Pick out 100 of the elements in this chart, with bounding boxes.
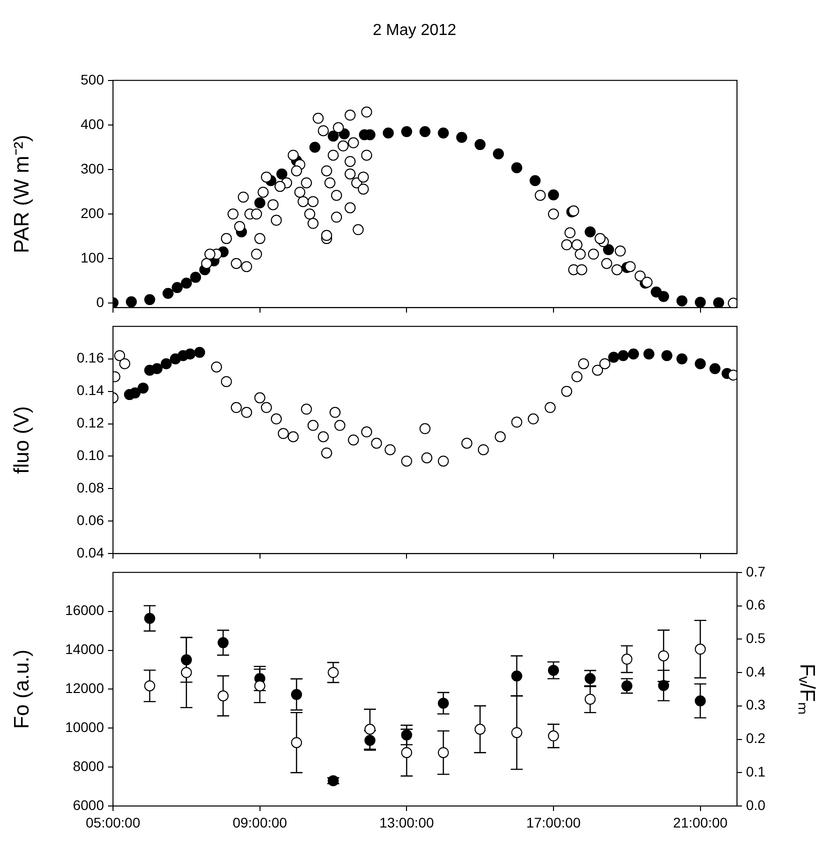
point xyxy=(528,413,539,424)
y2-tick-label: 0.1 xyxy=(746,763,766,780)
point xyxy=(152,363,163,374)
y-tick-label: 0.12 xyxy=(76,414,104,431)
point xyxy=(318,431,329,442)
point xyxy=(401,456,412,467)
point xyxy=(421,452,432,464)
y-tick-label: 8000 xyxy=(72,758,104,774)
point xyxy=(661,350,672,362)
point xyxy=(278,428,289,440)
point xyxy=(119,358,130,370)
point xyxy=(308,420,319,431)
y-axis-title: fluo (V) xyxy=(10,406,34,474)
y2-tick-label: 0.4 xyxy=(746,663,766,680)
point xyxy=(694,358,706,370)
point xyxy=(420,423,430,434)
point xyxy=(420,126,430,138)
point xyxy=(401,126,412,138)
point xyxy=(544,402,556,414)
point xyxy=(130,387,141,398)
y-tick-label: 0.10 xyxy=(76,447,104,464)
y-axis-title: PAR (W m⁻²) xyxy=(10,134,34,254)
point xyxy=(561,386,572,397)
point xyxy=(254,197,266,208)
point xyxy=(713,297,724,308)
point xyxy=(438,456,449,467)
point xyxy=(530,175,541,186)
y-tick-label: 6000 xyxy=(72,796,104,813)
point xyxy=(401,747,412,758)
point xyxy=(494,431,506,442)
point xyxy=(348,434,359,446)
point xyxy=(548,189,559,200)
point xyxy=(254,392,266,404)
point xyxy=(241,406,252,418)
x-tick-label: 21:00:00 xyxy=(673,814,728,830)
y-tick-label: 200 xyxy=(80,204,104,221)
point xyxy=(270,413,282,424)
y2-tick-label: 0.3 xyxy=(746,696,766,713)
y2-tick-label: 0.0 xyxy=(746,796,766,813)
chart-title: 2 May 2012 xyxy=(372,22,458,40)
y-tick-label: 12000 xyxy=(65,680,104,696)
point xyxy=(658,290,670,302)
y-tick-label: 500 xyxy=(80,71,104,88)
point xyxy=(288,431,299,442)
point xyxy=(478,444,489,456)
point xyxy=(584,694,596,705)
point xyxy=(162,288,174,299)
point xyxy=(371,438,382,449)
point xyxy=(364,724,376,735)
point xyxy=(709,363,720,374)
point xyxy=(456,132,468,143)
y-tick-label: 100 xyxy=(80,249,104,266)
x-tick-label: 05:00:00 xyxy=(86,814,140,830)
point xyxy=(676,353,688,364)
x-tick-label: 09:00:00 xyxy=(232,814,288,830)
point xyxy=(328,667,339,678)
y2-tick-label: 0.2 xyxy=(746,730,766,746)
point xyxy=(180,278,192,289)
point xyxy=(474,724,486,735)
y-tick-label: 14000 xyxy=(65,641,104,658)
point xyxy=(211,361,222,372)
point xyxy=(592,364,604,376)
point xyxy=(618,350,629,362)
point xyxy=(511,670,522,682)
y-tick-label: 16000 xyxy=(65,602,104,618)
point xyxy=(330,406,341,418)
point xyxy=(328,130,339,142)
point xyxy=(218,690,229,702)
point xyxy=(361,426,372,438)
point xyxy=(144,680,156,692)
point xyxy=(144,612,156,624)
point xyxy=(220,376,232,388)
point xyxy=(144,294,156,306)
point xyxy=(608,352,620,363)
y-tick-label: 0.08 xyxy=(76,480,104,496)
point xyxy=(184,348,196,360)
point xyxy=(384,444,396,456)
point xyxy=(658,650,670,662)
y-tick-label: 300 xyxy=(80,160,104,176)
point xyxy=(114,350,126,362)
y2-axis-title: Fᵥ/Fₘ xyxy=(796,664,819,715)
point xyxy=(511,416,522,428)
y-tick-label: 0 xyxy=(96,294,104,310)
y2-tick-label: 0.7 xyxy=(746,563,766,580)
point xyxy=(218,637,229,648)
point xyxy=(309,142,320,153)
point xyxy=(276,168,288,180)
point xyxy=(172,282,183,294)
point xyxy=(180,654,192,666)
point xyxy=(291,737,302,748)
y-tick-label: 0.06 xyxy=(76,512,104,528)
point xyxy=(658,680,670,691)
point xyxy=(126,296,137,308)
y-tick-label: 400 xyxy=(80,116,104,132)
point xyxy=(138,382,149,394)
point xyxy=(571,371,582,382)
y2-tick-label: 0.6 xyxy=(746,596,766,613)
point xyxy=(291,688,302,700)
point xyxy=(194,346,206,358)
point xyxy=(260,402,272,414)
